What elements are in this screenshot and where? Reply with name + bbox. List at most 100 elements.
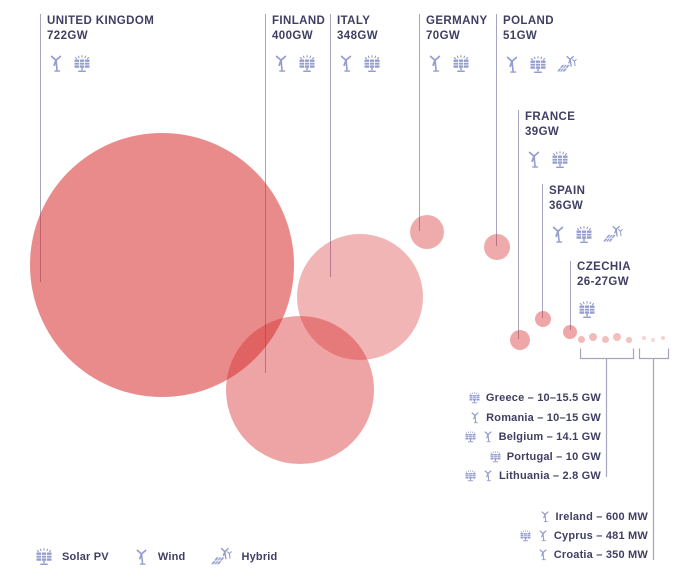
wind-icon [539,511,551,523]
technology-icons [337,55,382,73]
bubble-romania [589,332,597,341]
chart-legend: Solar PV Wind Hybrid [34,547,277,567]
technology-icons [577,301,631,319]
bubble-france [510,330,530,350]
list-item-label: Romania – 10–15 GW [486,411,601,424]
list-item-belgium: Belgium – 14.1 GW [464,431,601,443]
country-name: FRANCE [525,111,576,123]
country-name: POLAND [503,15,554,27]
wind-icon [469,412,481,424]
solar-icon [464,431,477,443]
country-label-czechia: CZECHIA 26-27GW [577,260,631,319]
country-value: 39GW [525,126,560,138]
technology-icons [272,55,325,73]
wind-icon [337,55,355,73]
legend-label: Wind [157,551,186,563]
bubble-belgium [601,335,609,343]
leader-line-spain [542,184,543,318]
solar-icon [489,451,502,463]
bracket-group-1 [579,348,635,477]
country-value: 70GW [426,30,461,42]
solar-icon [468,392,481,404]
leader-line-france [518,110,519,339]
bubble-finland [226,316,374,464]
list-item-ireland: Ireland – 600 MW [539,511,648,523]
list-item-label: Greece – 10–15.5 GW [485,392,601,404]
list-item-label: Portugal – 10 GW [506,450,601,463]
solar-icon [574,226,594,244]
bubble-cyprus [651,338,655,342]
country-label-spain: SPAIN 36GW [549,184,624,244]
bubble-ireland [642,336,646,340]
legend-item-solar: Solar PV [34,548,109,566]
wind-icon [482,431,494,443]
wind-icon [426,55,444,73]
solar-icon [528,56,548,74]
country-label-italy: ITALY 348GW [337,14,382,73]
bubble-poland [484,234,510,260]
solar-icon [550,151,570,169]
country-value: 26-27GW [577,276,630,288]
wind-icon [272,55,290,73]
country-label-poland: POLAND 51GW [503,14,578,74]
list-item-cyprus: Cyprus – 481 MW [519,530,648,542]
wind-icon [537,530,549,542]
bubble-croatia [660,335,666,341]
list-item-label: Belgium – 14.1 GW [498,431,601,443]
technology-icons [426,55,488,73]
list-item-greece: Greece – 10–15.5 GW [468,392,601,404]
bubble-united-kingdom [30,133,294,397]
wind-icon [549,226,567,244]
bubble-lithuania [626,337,632,343]
solar-icon [362,55,382,73]
solar-icon [297,55,317,73]
country-value: 348GW [337,30,378,42]
bubble-spain [535,311,551,327]
solar-icon [451,55,471,73]
bubble-portugal [613,332,621,341]
country-name: CZECHIA [577,261,631,273]
country-name: FINLAND [272,15,326,27]
list-item-romania: Romania – 10–15 GW [469,412,601,424]
bubble-germany [410,215,444,249]
list-item-label: Lithuania – 2.8 GW [498,470,601,482]
wind-icon [482,470,494,482]
country-value: 400GW [272,30,313,42]
solar-icon [72,55,92,73]
country-name: SPAIN [549,185,586,197]
country-value: 51GW [503,30,538,42]
legend-label: Hybrid [241,551,278,563]
legend-label: Solar PV [62,551,109,563]
technology-icons [47,55,154,73]
country-label-germany: GERMANY 70GW [426,14,488,73]
hybrid-icon [555,55,578,74]
solar-icon [577,301,597,319]
wind-icon [133,549,150,566]
list-item-portugal: Portugal – 10 GW [489,451,601,463]
solar-icon [519,530,532,542]
bubble-czechia [563,325,577,339]
solar-icon [34,548,54,566]
bracket-group-2 [638,348,670,560]
solar-icon [464,470,477,482]
wind-icon [503,56,521,74]
technology-icons [549,225,624,244]
leader-line-czechia [570,261,571,330]
country-value: 722GW [47,30,88,42]
bubble-greece [577,335,585,343]
technology-icons [503,55,578,74]
list-item-label: Croatia – 350 MW [553,549,648,561]
leader-line-germany [419,14,420,231]
wind-icon [47,55,65,73]
leader-line-italy [330,14,331,277]
wind-icon [537,549,549,561]
country-label-france: FRANCE 39GW [525,110,575,169]
country-label-finland: FINLAND 400GW [272,14,325,73]
leader-line-united-kingdom [40,14,41,282]
legend-item-wind: Wind [133,549,186,566]
country-name: GERMANY [426,15,488,27]
list-item-label: Ireland – 600 MW [555,511,648,523]
leader-line-poland [496,14,497,246]
